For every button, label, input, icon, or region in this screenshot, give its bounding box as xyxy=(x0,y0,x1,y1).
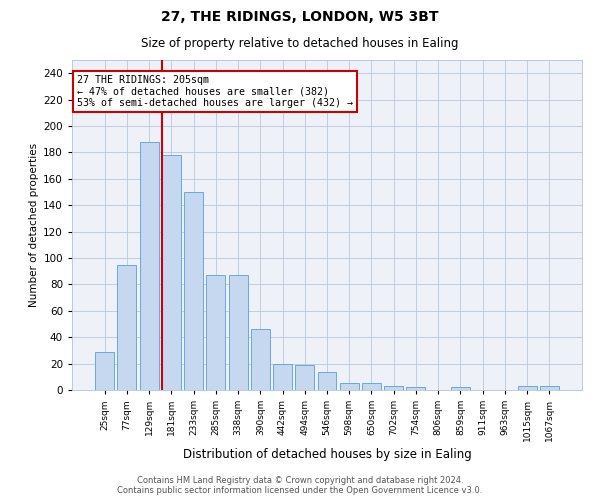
Text: 27 THE RIDINGS: 205sqm
← 47% of detached houses are smaller (382)
53% of semi-de: 27 THE RIDINGS: 205sqm ← 47% of detached… xyxy=(77,75,353,108)
Y-axis label: Number of detached properties: Number of detached properties xyxy=(29,143,39,307)
Bar xyxy=(118,264,136,390)
Text: 27, THE RIDINGS, LONDON, W5 3BT: 27, THE RIDINGS, LONDON, W5 3BT xyxy=(161,10,439,24)
Bar xyxy=(340,384,359,390)
Bar xyxy=(406,388,425,390)
X-axis label: Distribution of detached houses by size in Ealing: Distribution of detached houses by size … xyxy=(182,448,472,461)
Bar xyxy=(206,275,225,390)
Bar xyxy=(95,352,114,390)
Bar xyxy=(162,155,181,390)
Bar xyxy=(273,364,292,390)
Bar xyxy=(317,372,337,390)
Bar xyxy=(451,388,470,390)
Bar xyxy=(140,142,158,390)
Text: Size of property relative to detached houses in Ealing: Size of property relative to detached ho… xyxy=(141,38,459,51)
Bar xyxy=(295,365,314,390)
Bar xyxy=(384,386,403,390)
Bar xyxy=(540,386,559,390)
Bar xyxy=(518,386,536,390)
Bar xyxy=(251,330,270,390)
Bar xyxy=(184,192,203,390)
Bar xyxy=(229,275,248,390)
Text: Contains HM Land Registry data © Crown copyright and database right 2024.
Contai: Contains HM Land Registry data © Crown c… xyxy=(118,476,482,495)
Bar xyxy=(362,384,381,390)
